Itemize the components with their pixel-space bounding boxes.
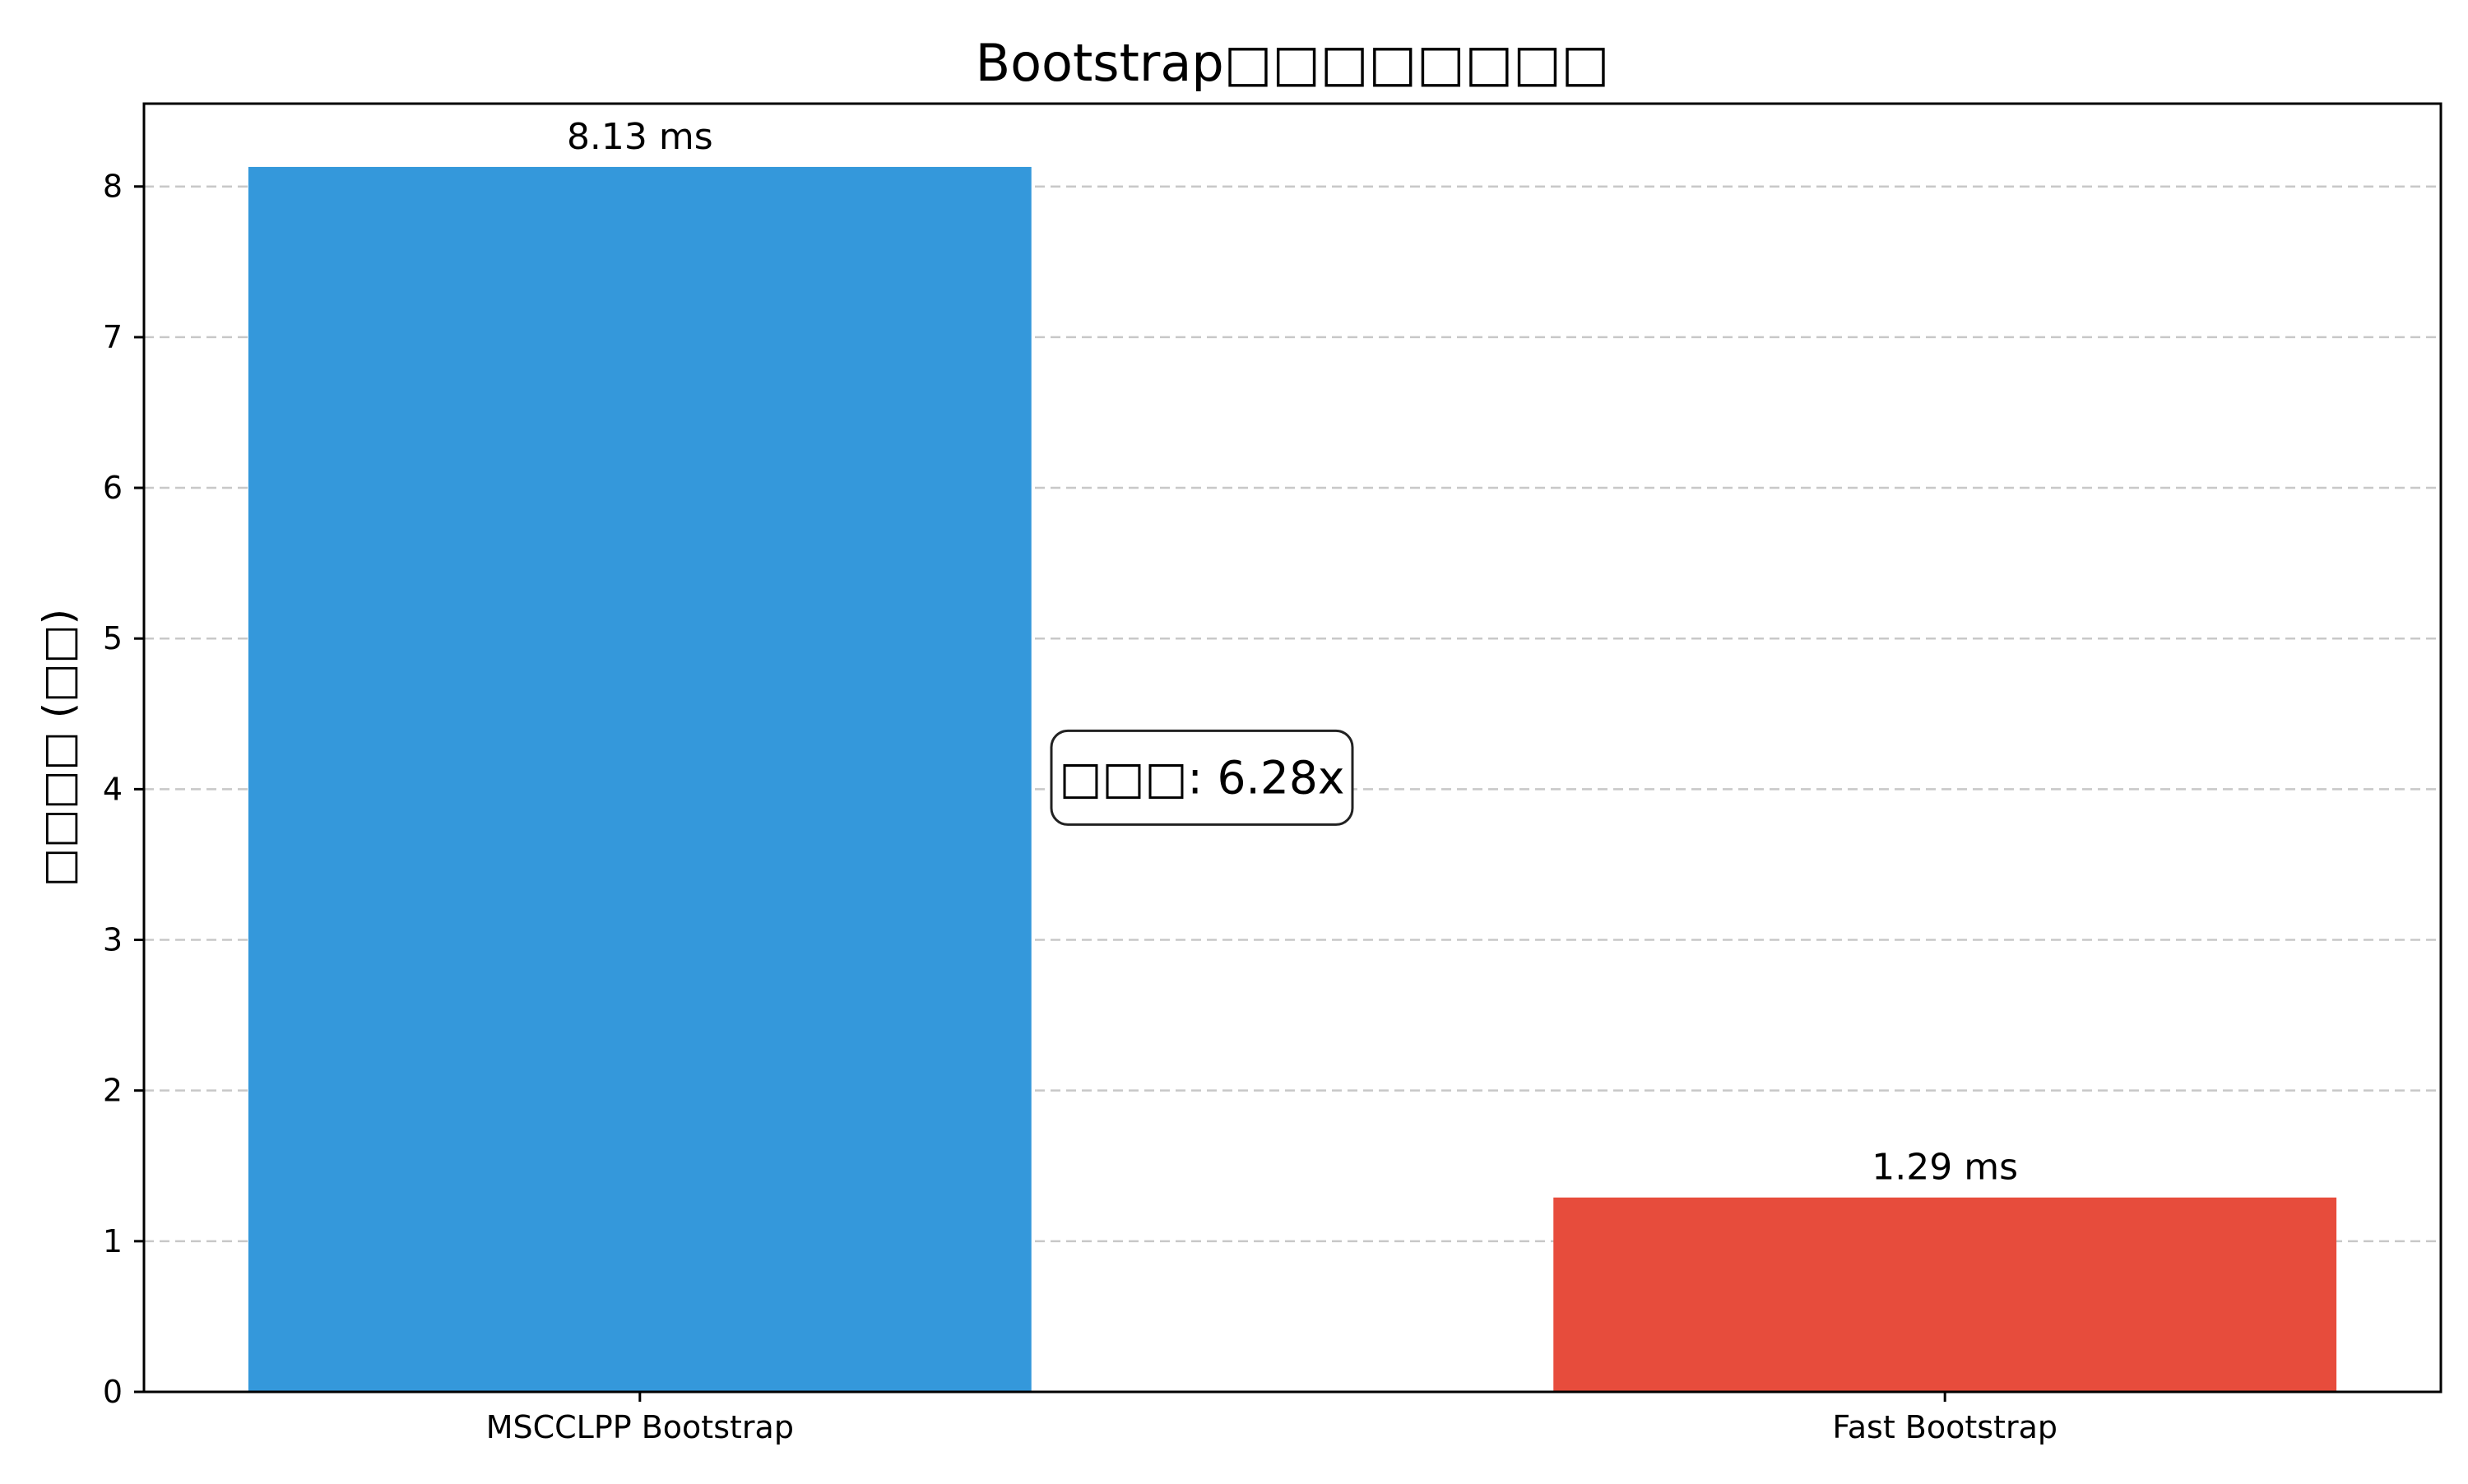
y-tick-label: 7 — [103, 319, 123, 355]
y-tick-label: 4 — [103, 771, 123, 807]
y-tick-label: 2 — [103, 1073, 123, 1109]
y-tick-label: 8 — [103, 169, 123, 205]
annotation-box — [1050, 729, 1354, 826]
annotation-text: □□□: 6.28x — [1060, 751, 1345, 804]
tick-layer: 0 1 2 3 4 5 6 7 8 MSCCLPP Bootstrap Fast Bootstrap — [103, 169, 2057, 1445]
bar — [1553, 1197, 2337, 1392]
bar — [248, 166, 1032, 1393]
x-tick-label: MSCCLPP Bootstrap — [486, 1409, 794, 1445]
bar-layer — [248, 166, 2337, 1393]
y-tick-label: 1 — [103, 1223, 123, 1259]
y-axis-label: □□□□ (□□) — [35, 609, 82, 887]
y-tick-label: 5 — [103, 620, 123, 656]
y-tick-label: 0 — [103, 1374, 123, 1410]
chart-title: Bootstrap□□□□□□□□ — [976, 33, 1610, 93]
label-layer: 8.13 ms 1.29 ms — [567, 116, 2018, 1189]
y-tick-label: 6 — [103, 470, 123, 506]
bar-value-label: 1.29 ms — [1872, 1147, 2018, 1189]
axes-frame — [142, 102, 2442, 1394]
speedup-annotation: □□□: 6.28x — [1050, 729, 1354, 826]
bar-value-label: 8.13 ms — [567, 116, 713, 158]
x-tick-label: Fast Bootstrap — [1832, 1409, 2057, 1445]
y-tick-label: 3 — [103, 922, 123, 958]
